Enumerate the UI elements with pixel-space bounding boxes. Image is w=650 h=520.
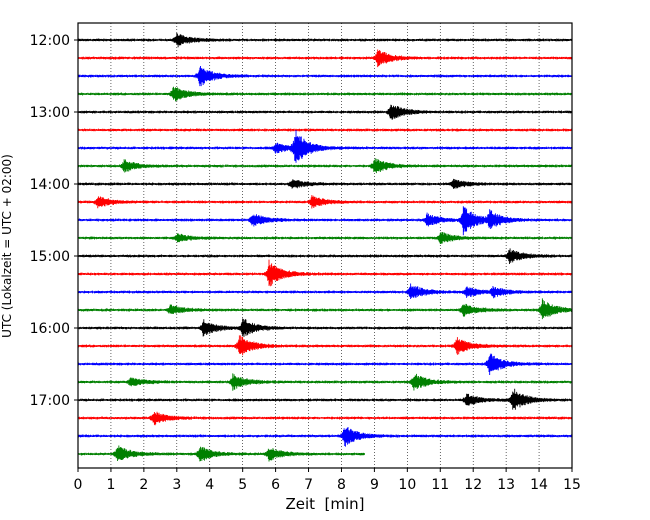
x-tick-label: 14 xyxy=(530,477,548,493)
trace-line xyxy=(77,86,573,102)
x-tick-label: 10 xyxy=(398,477,416,493)
trace-line xyxy=(77,130,573,163)
x-tick-label: 4 xyxy=(205,477,214,493)
trace-line xyxy=(77,65,573,87)
trace-line xyxy=(77,206,573,236)
x-tick-label: 9 xyxy=(370,477,379,493)
x-tick-label: 0 xyxy=(74,477,83,493)
x-tick-label: 11 xyxy=(431,477,449,493)
trace-line xyxy=(77,104,573,120)
trace-line xyxy=(77,318,573,337)
x-tick-label: 3 xyxy=(172,477,181,493)
x-tick-label: 15 xyxy=(563,477,581,493)
x-tick-label: 12 xyxy=(464,477,482,493)
y-tick-label: 12:00 xyxy=(30,33,70,49)
trace-line xyxy=(77,335,573,356)
trace-line xyxy=(77,33,573,48)
x-tick-label: 6 xyxy=(271,477,280,493)
trace-line xyxy=(77,158,573,174)
y-tick-label: 17:00 xyxy=(30,393,70,409)
x-tick-label: 5 xyxy=(238,477,247,493)
x-tick-label: 7 xyxy=(304,477,313,493)
trace-line xyxy=(77,373,573,391)
x-axis-ticks: 0 1 2 3 4 5 6 7 8 9 10 11 12 13 14 15 xyxy=(74,468,581,493)
trace-line xyxy=(77,411,573,426)
x-axis-label: Zeit [min] xyxy=(285,495,364,513)
y-axis-ticks: 12:00 13:00 14:00 15:00 16:00 17:00 xyxy=(30,33,78,409)
trace-line xyxy=(77,259,573,287)
trace-line xyxy=(77,195,573,209)
trace-line xyxy=(77,445,365,462)
trace-line xyxy=(77,248,573,264)
x-tick-label: 1 xyxy=(106,477,115,493)
trace-line xyxy=(77,298,573,320)
trace-line xyxy=(77,388,573,410)
x-tick-label: 8 xyxy=(337,477,346,493)
trace-lines xyxy=(77,33,573,462)
trace-line xyxy=(77,353,573,376)
trace-line xyxy=(77,231,573,244)
trace-line xyxy=(77,178,573,189)
x-tick-label: 13 xyxy=(497,477,515,493)
plot-frame xyxy=(77,22,573,469)
y-tick-label: 16:00 xyxy=(30,321,70,337)
y-tick-label: 13:00 xyxy=(30,105,70,121)
trace-line xyxy=(77,49,573,68)
y-tick-label: 15:00 xyxy=(30,249,70,265)
vertical-grid xyxy=(110,23,540,468)
x-tick-label: 2 xyxy=(139,477,148,493)
y-axis-label: UTC (Lokalzeit = UTC + 02:00) xyxy=(0,154,14,338)
trace-line xyxy=(77,283,573,299)
trace-line xyxy=(77,427,573,447)
y-tick-label: 14:00 xyxy=(30,177,70,193)
trace-line xyxy=(77,128,573,132)
